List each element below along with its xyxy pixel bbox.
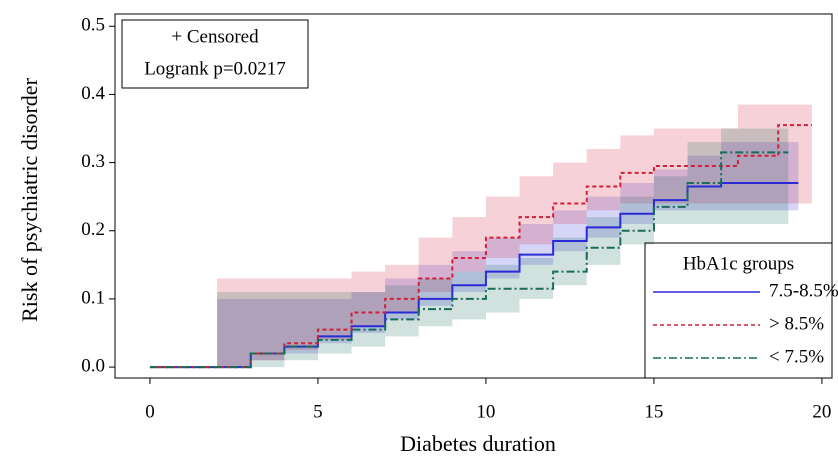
x-tick-label: 5	[313, 401, 323, 422]
y-axis-label: Risk of psychiatric disorder	[17, 77, 42, 321]
x-tick-label: 10	[476, 401, 495, 422]
x-axis-label: Diabetes duration	[400, 431, 556, 456]
y-tick-label: 0.0	[81, 355, 105, 376]
legend-label: < 7.5%	[769, 346, 824, 367]
x-tick-label: 20	[812, 401, 831, 422]
legend-title: HbA1c groups	[683, 253, 794, 274]
x-tick-label: 0	[145, 401, 155, 422]
plot-frame	[114, 13, 833, 379]
y-tick-label: 0.2	[81, 219, 105, 240]
legend-box	[644, 242, 833, 379]
annotation-box	[121, 19, 309, 89]
y-tick-label: 0.1	[81, 287, 105, 308]
risk-curve	[149, 124, 812, 369]
y-tick-label: 0.4	[81, 83, 105, 104]
x-tick-label: 15	[644, 401, 663, 422]
annotation: Logrank p=0.0217	[144, 58, 286, 79]
legend-label: > 8.5%	[769, 313, 824, 334]
annotation: + Censored	[171, 26, 259, 47]
confidence-band	[217, 142, 799, 368]
y-tick-label: 0.5	[81, 15, 105, 36]
y-tick-label: 0.3	[81, 151, 105, 172]
confidence-band	[217, 104, 812, 368]
legend-label: 7.5-8.5%	[769, 280, 838, 301]
confidence-band	[217, 128, 789, 368]
risk-curve	[149, 151, 789, 369]
